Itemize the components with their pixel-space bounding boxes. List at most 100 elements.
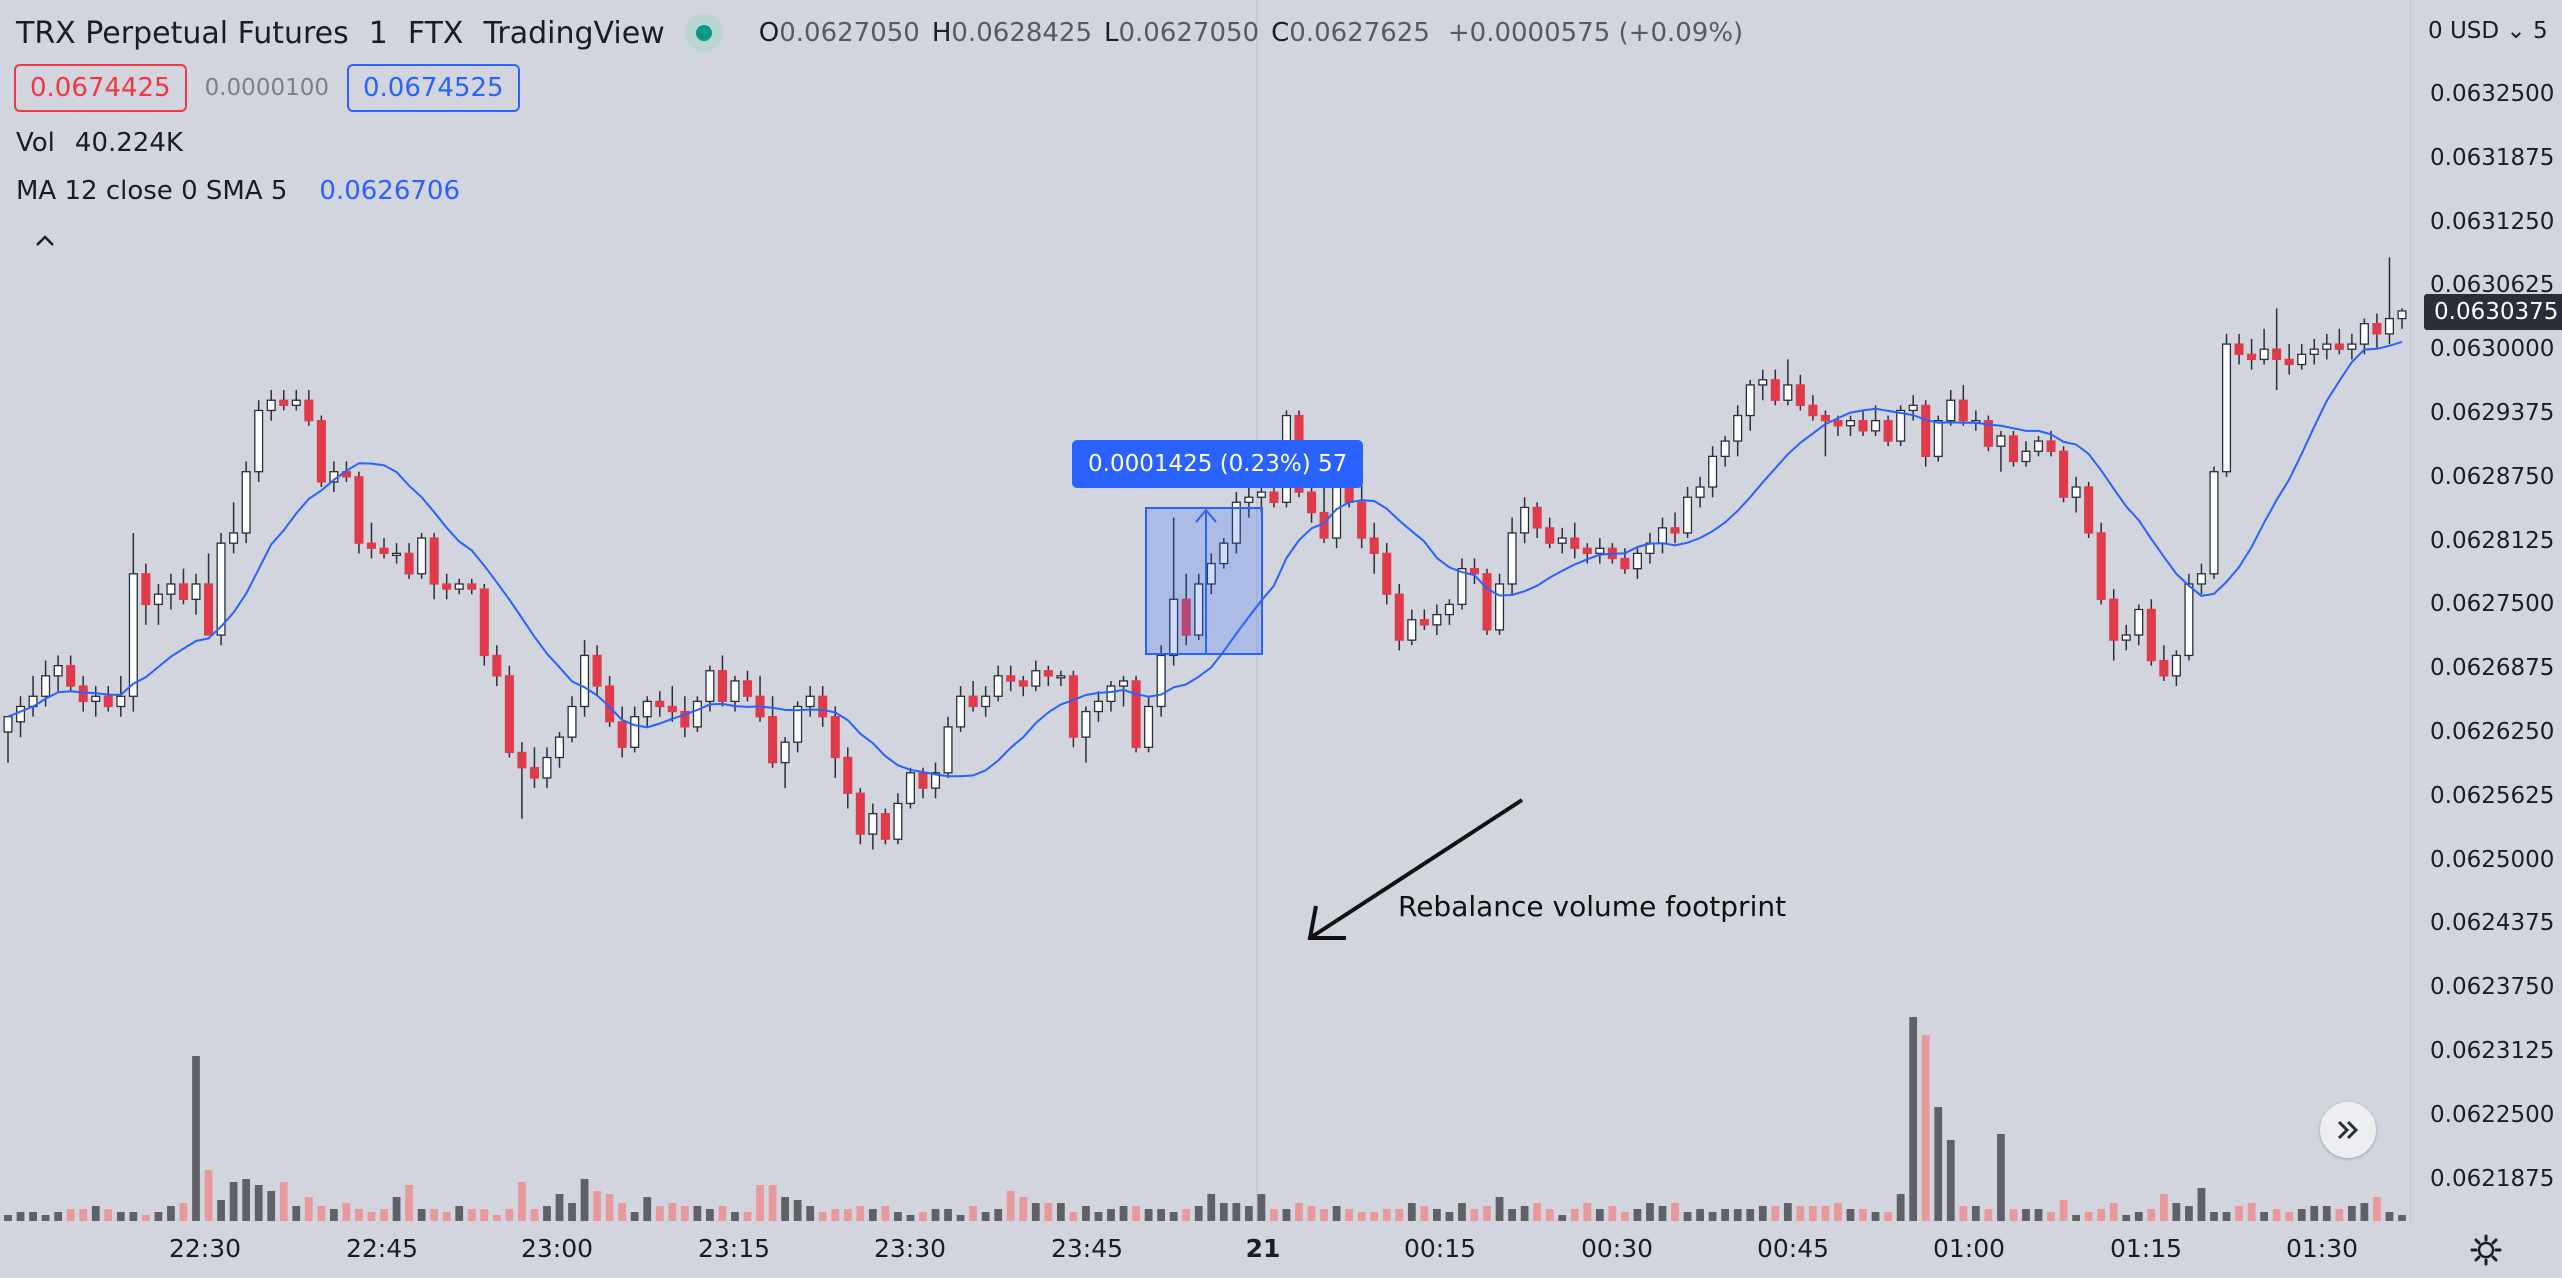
- candle[interactable]: [1495, 573, 1505, 636]
- candle[interactable]: [2159, 645, 2169, 681]
- gear-icon[interactable]: [2466, 1230, 2506, 1270]
- candle[interactable]: [1983, 415, 1993, 452]
- candle[interactable]: [2297, 344, 2307, 370]
- candle[interactable]: [930, 762, 941, 799]
- candle[interactable]: [404, 543, 414, 579]
- candle[interactable]: [2033, 435, 2044, 457]
- candle[interactable]: [1858, 410, 1868, 436]
- candle[interactable]: [442, 573, 452, 600]
- candle[interactable]: [529, 747, 539, 789]
- candle[interactable]: [1996, 430, 2006, 472]
- candle[interactable]: [843, 747, 853, 809]
- candle[interactable]: [1545, 517, 1555, 549]
- candle[interactable]: [304, 390, 314, 426]
- candle[interactable]: [78, 675, 88, 712]
- candle[interactable]: [116, 675, 126, 717]
- candle[interactable]: [53, 655, 63, 692]
- buy-button[interactable]: 0.0674525: [347, 64, 520, 112]
- candle[interactable]: [680, 696, 690, 738]
- candle[interactable]: [1068, 670, 1078, 748]
- candle[interactable]: [2221, 333, 2232, 477]
- candle[interactable]: [1231, 492, 1241, 554]
- candle[interactable]: [417, 532, 427, 579]
- candle[interactable]: [2084, 481, 2094, 539]
- candle[interactable]: [454, 578, 464, 595]
- candle[interactable]: [153, 583, 163, 625]
- candle[interactable]: [1382, 543, 1392, 605]
- candle[interactable]: [1695, 476, 1705, 508]
- candle[interactable]: [266, 390, 276, 421]
- candle[interactable]: [2008, 430, 2018, 467]
- candle[interactable]: [1194, 573, 1204, 641]
- candle[interactable]: [1206, 553, 1216, 595]
- candle[interactable]: [2021, 441, 2031, 467]
- candle[interactable]: [1657, 517, 1668, 554]
- candle[interactable]: [1219, 538, 1229, 569]
- price-axis[interactable]: [2410, 0, 2562, 1222]
- candle[interactable]: [630, 706, 640, 753]
- candle[interactable]: [103, 686, 113, 712]
- candle[interactable]: [1006, 665, 1016, 692]
- candle[interactable]: [66, 655, 76, 692]
- candle[interactable]: [1081, 706, 1091, 763]
- candle[interactable]: [580, 640, 590, 717]
- candle[interactable]: [1908, 395, 1918, 421]
- candle[interactable]: [968, 680, 978, 712]
- candle[interactable]: [204, 553, 214, 636]
- candle[interactable]: [1457, 558, 1467, 610]
- candle[interactable]: [1106, 680, 1116, 712]
- candle[interactable]: [429, 532, 439, 600]
- candle[interactable]: [1432, 604, 1442, 636]
- candle[interactable]: [1808, 395, 1818, 421]
- candle[interactable]: [855, 788, 865, 845]
- candle[interactable]: [1845, 415, 1856, 436]
- candle[interactable]: [178, 568, 189, 605]
- candle[interactable]: [655, 691, 665, 717]
- candle[interactable]: [1131, 675, 1141, 753]
- candle[interactable]: [2071, 476, 2081, 513]
- candle[interactable]: [479, 583, 489, 666]
- candle[interactable]: [905, 767, 915, 809]
- candle[interactable]: [1244, 487, 1254, 518]
- candle[interactable]: [1946, 390, 1956, 426]
- candle[interactable]: [1896, 405, 1906, 447]
- candle[interactable]: [392, 543, 402, 564]
- candle[interactable]: [1169, 517, 1179, 666]
- candle[interactable]: [1795, 374, 1805, 411]
- candle[interactable]: [504, 665, 514, 758]
- candle[interactable]: [2259, 328, 2269, 365]
- candle[interactable]: [793, 701, 803, 753]
- candle[interactable]: [981, 686, 991, 717]
- candle[interactable]: [1507, 517, 1517, 595]
- candle[interactable]: [1520, 497, 1530, 544]
- candle[interactable]: [492, 645, 502, 687]
- candle[interactable]: [956, 686, 966, 732]
- candle[interactable]: [592, 645, 602, 697]
- candle[interactable]: [2272, 308, 2282, 391]
- candle[interactable]: [642, 696, 652, 727]
- candle[interactable]: [2209, 466, 2219, 579]
- candle[interactable]: [2171, 650, 2181, 687]
- candle[interactable]: [1156, 645, 1166, 717]
- candle[interactable]: [554, 732, 565, 768]
- candle[interactable]: [943, 716, 953, 778]
- annotation-arrow-line[interactable]: [1308, 798, 1524, 940]
- candle[interactable]: [1369, 522, 1379, 574]
- candle[interactable]: [1357, 481, 1367, 549]
- candle[interactable]: [2322, 333, 2332, 360]
- candle[interactable]: [1532, 502, 1542, 539]
- candle[interactable]: [1720, 435, 1730, 467]
- candle[interactable]: [880, 808, 890, 845]
- candle[interactable]: [291, 390, 301, 411]
- candle[interactable]: [2397, 308, 2407, 329]
- candle[interactable]: [755, 675, 765, 722]
- double-chevron-right-icon[interactable]: [2320, 1102, 2376, 1158]
- candle[interactable]: [2059, 446, 2069, 503]
- candle[interactable]: [1670, 512, 1680, 544]
- candle[interactable]: [667, 686, 677, 722]
- candle[interactable]: [141, 563, 151, 625]
- candle[interactable]: [2359, 318, 2369, 355]
- candle[interactable]: [28, 675, 38, 717]
- candle[interactable]: [617, 706, 627, 758]
- candle[interactable]: [2121, 624, 2131, 651]
